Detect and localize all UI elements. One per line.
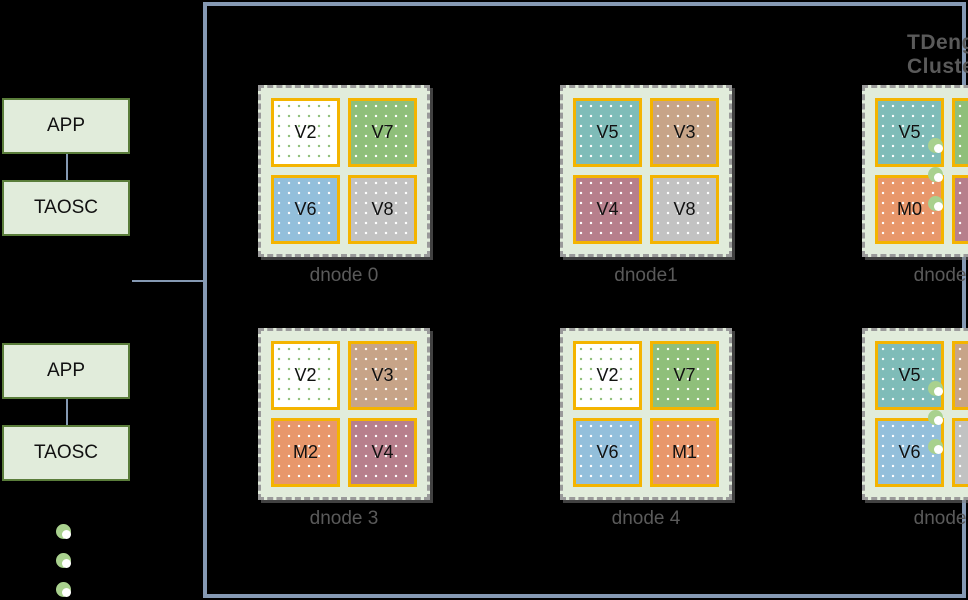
dnode-card-3: V2 V3 M2 V4 dnode 3 (258, 328, 430, 530)
vnode-cell[interactable]: M2 (271, 418, 340, 487)
app-taosc-connector-2 (66, 399, 68, 425)
dnode-label-1: dnode1 (560, 265, 732, 287)
dnode-label-2: dnode 2 (862, 265, 968, 287)
vnode-cell[interactable]: V8 (952, 418, 968, 487)
app-box-2[interactable]: APP (2, 343, 130, 399)
client-group-2: APP TAOSC (2, 343, 132, 481)
vnode-cell[interactable]: V4 (952, 175, 968, 244)
vnode-cell[interactable]: V8 (650, 175, 719, 244)
dnode-label-5: dnode 5 (862, 508, 968, 530)
dnode-label-4: dnode 4 (560, 508, 732, 530)
vnode-cell[interactable]: V7 (650, 341, 719, 410)
vnode-cell[interactable]: V2 (573, 341, 642, 410)
vnode-cell[interactable]: V4 (573, 175, 642, 244)
dnode-vnode-grid-1: V5 V3 V4 V8 (560, 85, 732, 257)
ellipsis-dot (928, 196, 943, 211)
cluster-title: TDengine Cluster (907, 31, 968, 79)
diagram-stage: TDengine Cluster APP TAOSC APP TAOSC V2 … (0, 0, 968, 600)
dnode-label-0: dnode 0 (258, 265, 430, 287)
dnode-card-2: V5 V7 M0 V4 dnode 2 (862, 85, 968, 287)
more-dnodes-ellipsis-row2 (928, 381, 943, 454)
dnode-vnode-grid-0: V2 V7 V6 V8 (258, 85, 430, 257)
vnode-cell[interactable]: V6 (271, 175, 340, 244)
vnode-cell[interactable]: V8 (348, 175, 417, 244)
dnode-label-3: dnode 3 (258, 508, 430, 530)
dnode-card-4: V2 V7 V6 M1 dnode 4 (560, 328, 732, 530)
ellipsis-dot (56, 553, 71, 568)
ellipsis-dot (56, 582, 71, 597)
app-taosc-connector-1 (66, 154, 68, 180)
vnode-cell[interactable]: V3 (348, 341, 417, 410)
vnode-cell[interactable]: V3 (650, 98, 719, 167)
ellipsis-dot (56, 524, 71, 539)
more-dnodes-ellipsis-row1 (928, 138, 943, 211)
taosc-box-2[interactable]: TAOSC (2, 425, 130, 481)
ellipsis-dot (928, 410, 943, 425)
dnode-vnode-grid-5: V5 V3 V6 V8 (862, 328, 968, 500)
dnode-card-5: V5 V3 V6 V8 dnode 5 (862, 328, 968, 530)
client-group-1: APP TAOSC (2, 98, 132, 236)
vnode-cell[interactable]: V7 (348, 98, 417, 167)
ellipsis-dot (928, 381, 943, 396)
vnode-cell[interactable]: V2 (271, 341, 340, 410)
dnode-card-1: V5 V3 V4 V8 dnode1 (560, 85, 732, 287)
dnode-vnode-grid-2: V5 V7 M0 V4 (862, 85, 968, 257)
dnode-card-0: V2 V7 V6 V8 dnode 0 (258, 85, 430, 287)
ellipsis-dot (928, 167, 943, 182)
dnode-vnode-grid-4: V2 V7 V6 M1 (560, 328, 732, 500)
dnode-row-1: V2 V7 V6 V8 dnode 0 V5 V3 V4 V8 dnode1 V… (258, 85, 968, 287)
vnode-cell[interactable]: M1 (650, 418, 719, 487)
vnode-cell[interactable]: V2 (271, 98, 340, 167)
vnode-cell[interactable]: V6 (573, 418, 642, 487)
taosc-box-1[interactable]: TAOSC (2, 180, 130, 236)
vnode-cell[interactable]: V4 (348, 418, 417, 487)
ellipsis-dot (928, 439, 943, 454)
ellipsis-dot (928, 138, 943, 153)
taosc-cluster-connector-1 (132, 280, 205, 282)
vnode-cell[interactable]: V3 (952, 341, 968, 410)
dnode-row-2: V2 V3 M2 V4 dnode 3 V2 V7 V6 M1 dnode 4 … (258, 328, 968, 530)
dnode-vnode-grid-3: V2 V3 M2 V4 (258, 328, 430, 500)
app-box-1[interactable]: APP (2, 98, 130, 154)
vnode-cell[interactable]: V5 (573, 98, 642, 167)
more-clients-ellipsis (56, 524, 71, 597)
vnode-cell[interactable]: V7 (952, 98, 968, 167)
